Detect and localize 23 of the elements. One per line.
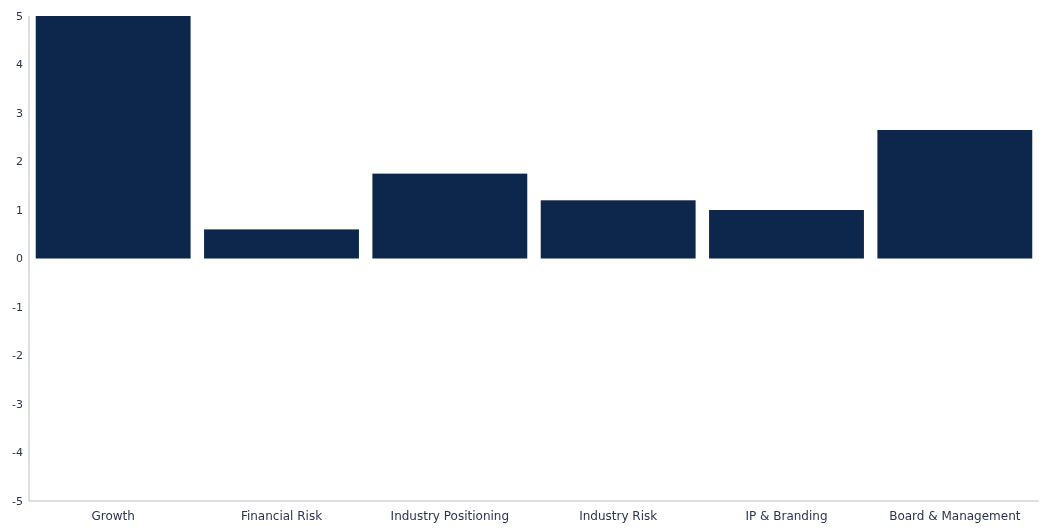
x-tick-label: Industry Risk (579, 509, 658, 524)
y-tick-label: -2 (12, 349, 23, 363)
x-tick-label: IP & Branding (745, 509, 828, 524)
y-tick-label: 5 (16, 9, 23, 23)
x-tick-label: Industry Positioning (390, 509, 510, 524)
y-tick-label: 3 (16, 106, 23, 120)
y-tick-label: -3 (12, 397, 23, 411)
y-tick-label: 0 (16, 252, 23, 266)
y-tick-label: -1 (12, 300, 23, 314)
y-tick-label: 4 (16, 58, 23, 72)
bar (372, 173, 528, 259)
x-tick-label: Financial Risk (240, 509, 323, 524)
y-tick-label: 2 (16, 155, 23, 169)
y-tick-label: 1 (16, 203, 23, 217)
bar (35, 16, 191, 259)
bar (540, 200, 696, 259)
x-tick-label: Growth (91, 509, 135, 524)
y-tick-label: -4 (12, 446, 23, 460)
bar (709, 210, 864, 259)
x-tick-label: Board & Management (889, 509, 1021, 524)
bar (204, 229, 359, 259)
bar (877, 129, 1033, 259)
y-tick-label: -5 (12, 494, 23, 508)
